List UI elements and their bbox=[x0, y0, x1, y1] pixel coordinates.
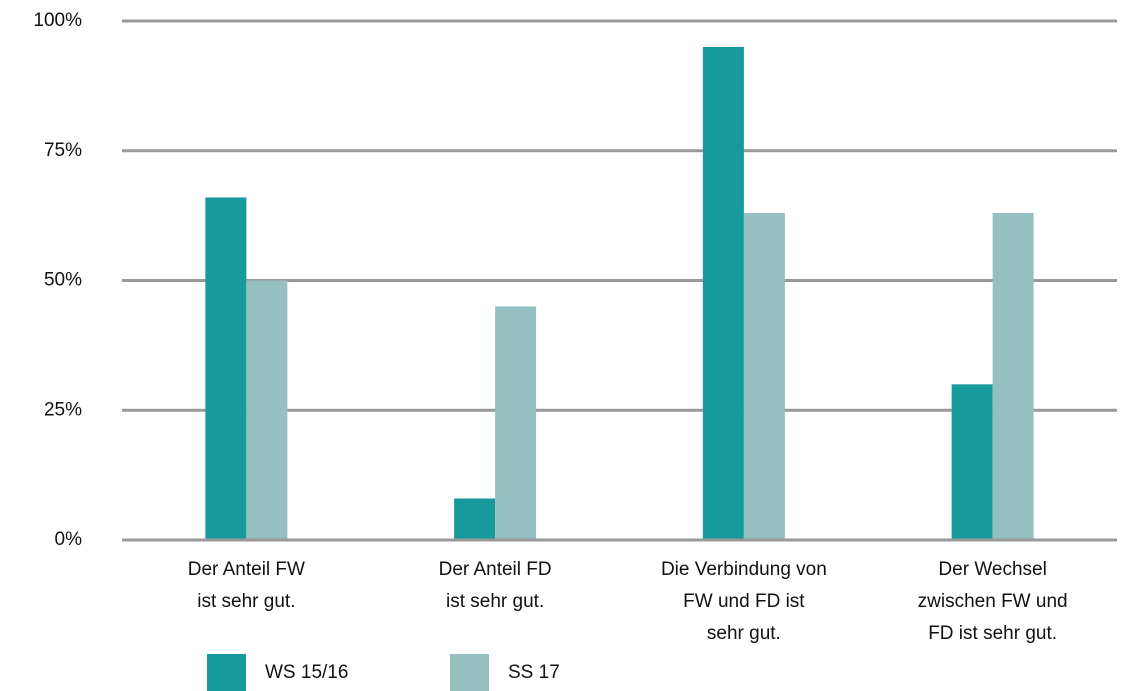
legend-label: SS 17 bbox=[508, 662, 560, 683]
y-tick-label: 0% bbox=[55, 529, 83, 550]
x-tick-label: Die Verbindung von FW und FD ist sehr gut. bbox=[661, 559, 827, 644]
bar bbox=[495, 306, 537, 540]
bar bbox=[702, 46, 744, 540]
bar bbox=[951, 384, 993, 540]
x-tick-label: Der Anteil FD ist sehr gut. bbox=[439, 559, 552, 612]
bar bbox=[743, 213, 785, 540]
legend-swatch bbox=[207, 654, 246, 691]
y-tick-label: 25% bbox=[44, 399, 82, 420]
x-tick-label: Der Anteil FW ist sehr gut. bbox=[188, 559, 305, 612]
bar bbox=[205, 197, 247, 540]
y-tick-label: 50% bbox=[44, 270, 82, 291]
legend-swatch bbox=[450, 654, 489, 691]
bar bbox=[454, 498, 496, 540]
bar bbox=[246, 280, 288, 540]
y-tick-label: 75% bbox=[44, 140, 82, 161]
x-tick-label: Der Wechsel zwischen FW und FD ist sehr gu… bbox=[918, 559, 1068, 644]
legend-label: WS 15/16 bbox=[265, 662, 348, 683]
bar bbox=[992, 213, 1034, 540]
y-tick-label: 100% bbox=[33, 10, 82, 31]
